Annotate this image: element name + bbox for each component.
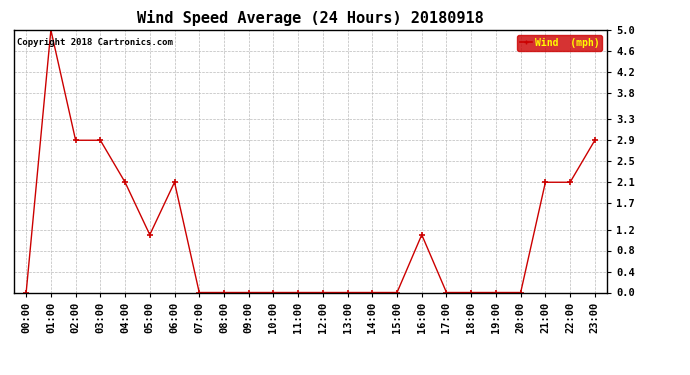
Legend: Wind  (mph): Wind (mph)	[518, 35, 602, 51]
Text: Copyright 2018 Cartronics.com: Copyright 2018 Cartronics.com	[17, 38, 172, 47]
Title: Wind Speed Average (24 Hours) 20180918: Wind Speed Average (24 Hours) 20180918	[137, 10, 484, 26]
